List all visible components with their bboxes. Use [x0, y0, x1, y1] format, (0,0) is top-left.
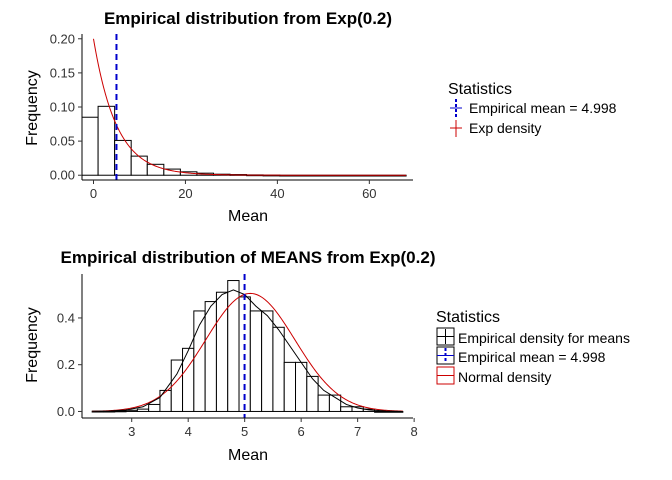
x-tick-label: 8: [411, 424, 418, 439]
x-tick-label: 60: [362, 186, 376, 201]
histogram-bar: [283, 361, 297, 412]
chart-2-legend: Statistics Empirical density for means E…: [436, 309, 630, 385]
normal-density-curve: [92, 292, 403, 412]
chart-1: Empirical distribution from Exp(0.2) 0.0…: [24, 9, 617, 225]
histogram-bar: [272, 326, 285, 412]
empirical-density-curve: [92, 289, 403, 412]
chart-2-legend-label-mean: Empirical mean = 4.998: [458, 349, 606, 365]
chart-2-legend-label-normal: Normal density: [458, 369, 551, 385]
histogram-bar: [306, 375, 319, 412]
chart-2-x-ticks: 3 4 5 6 7 8: [128, 418, 418, 439]
x-tick-label: 3: [128, 424, 135, 439]
histogram-bar: [340, 406, 353, 412]
chart-2-legend-label-empirical-density: Empirical density for means: [458, 330, 630, 346]
y-tick-label: 0.15: [50, 65, 75, 80]
exp-density-curve: [92, 38, 407, 176]
histogram-bar: [249, 310, 263, 412]
histogram-bar: [114, 410, 127, 413]
chart-2-curves: [92, 289, 403, 412]
chart-1-title: Empirical distribution from Exp(0.2): [104, 9, 392, 28]
histogram-bar: [204, 301, 217, 412]
histogram-bar: [97, 105, 116, 176]
x-tick-label: 20: [178, 186, 192, 201]
chart-1-y-ticks: 0.00 0.05 0.10 0.15 0.20: [50, 31, 82, 183]
histogram-bar: [81, 116, 99, 176]
chart-1-legend: Statistics Empirical mean = 4.998 Exp de…: [448, 81, 617, 137]
chart-1-legend-key-mean: [450, 99, 462, 117]
chart-1-x-ticks: 0 20 40 60: [90, 180, 377, 201]
y-tick-label: 0.05: [50, 134, 75, 149]
histogram-bar: [130, 155, 148, 176]
y-tick-label: 0.20: [50, 31, 75, 46]
histogram-bar: [159, 389, 172, 412]
y-tick-label: 0.0: [57, 404, 75, 419]
chart-2-legend-key-empirical-density: [436, 327, 455, 346]
x-tick-label: 7: [354, 424, 361, 439]
chart-2: Empirical distribution of MEANS from Exp…: [24, 248, 630, 464]
histogram-bar: [125, 409, 138, 412]
chart-2-y-axis-label: Frequency: [24, 307, 41, 383]
y-tick-label: 0.4: [57, 310, 75, 325]
x-tick-label: 0: [90, 186, 97, 201]
chart-1-x-axis-label: Mean: [228, 208, 268, 225]
y-tick-label: 0.2: [57, 357, 75, 372]
chart-1-legend-key-density: [450, 120, 462, 137]
chart-1-y-axis-label: Frequency: [24, 70, 41, 146]
histogram-bar: [136, 408, 150, 412]
chart-1-curves: [92, 38, 407, 176]
histogram-bar: [261, 310, 274, 412]
histogram-bar: [227, 280, 240, 412]
chart-2-title: Empirical distribution of MEANS from Exp…: [61, 248, 436, 267]
chart-2-x-axis-label: Mean: [228, 447, 268, 464]
x-tick-label: 4: [185, 424, 192, 439]
chart-1-bars: [81, 105, 407, 177]
y-tick-label: 0.00: [50, 168, 75, 183]
chart-2-legend-title: Statistics: [436, 309, 500, 326]
chart-1-legend-label-mean: Empirical mean = 4.998: [469, 100, 617, 116]
x-tick-label: 5: [241, 424, 248, 439]
x-tick-label: 40: [270, 186, 284, 201]
chart-2-legend-key-mean: [436, 346, 455, 365]
histogram-bar: [295, 361, 308, 412]
histogram-bar: [317, 394, 330, 412]
histogram-bar: [328, 394, 342, 412]
chart-1-legend-label-density: Exp density: [469, 120, 541, 136]
chart-1-legend-title: Statistics: [448, 81, 512, 98]
chart-2-y-ticks: 0.0 0.2 0.4: [57, 310, 82, 419]
chart-2-bars: [91, 280, 404, 413]
y-tick-label: 0.10: [50, 100, 75, 115]
chart-2-legend-key-normal: [436, 366, 455, 385]
x-tick-label: 6: [298, 424, 305, 439]
histogram-bar: [148, 403, 161, 412]
